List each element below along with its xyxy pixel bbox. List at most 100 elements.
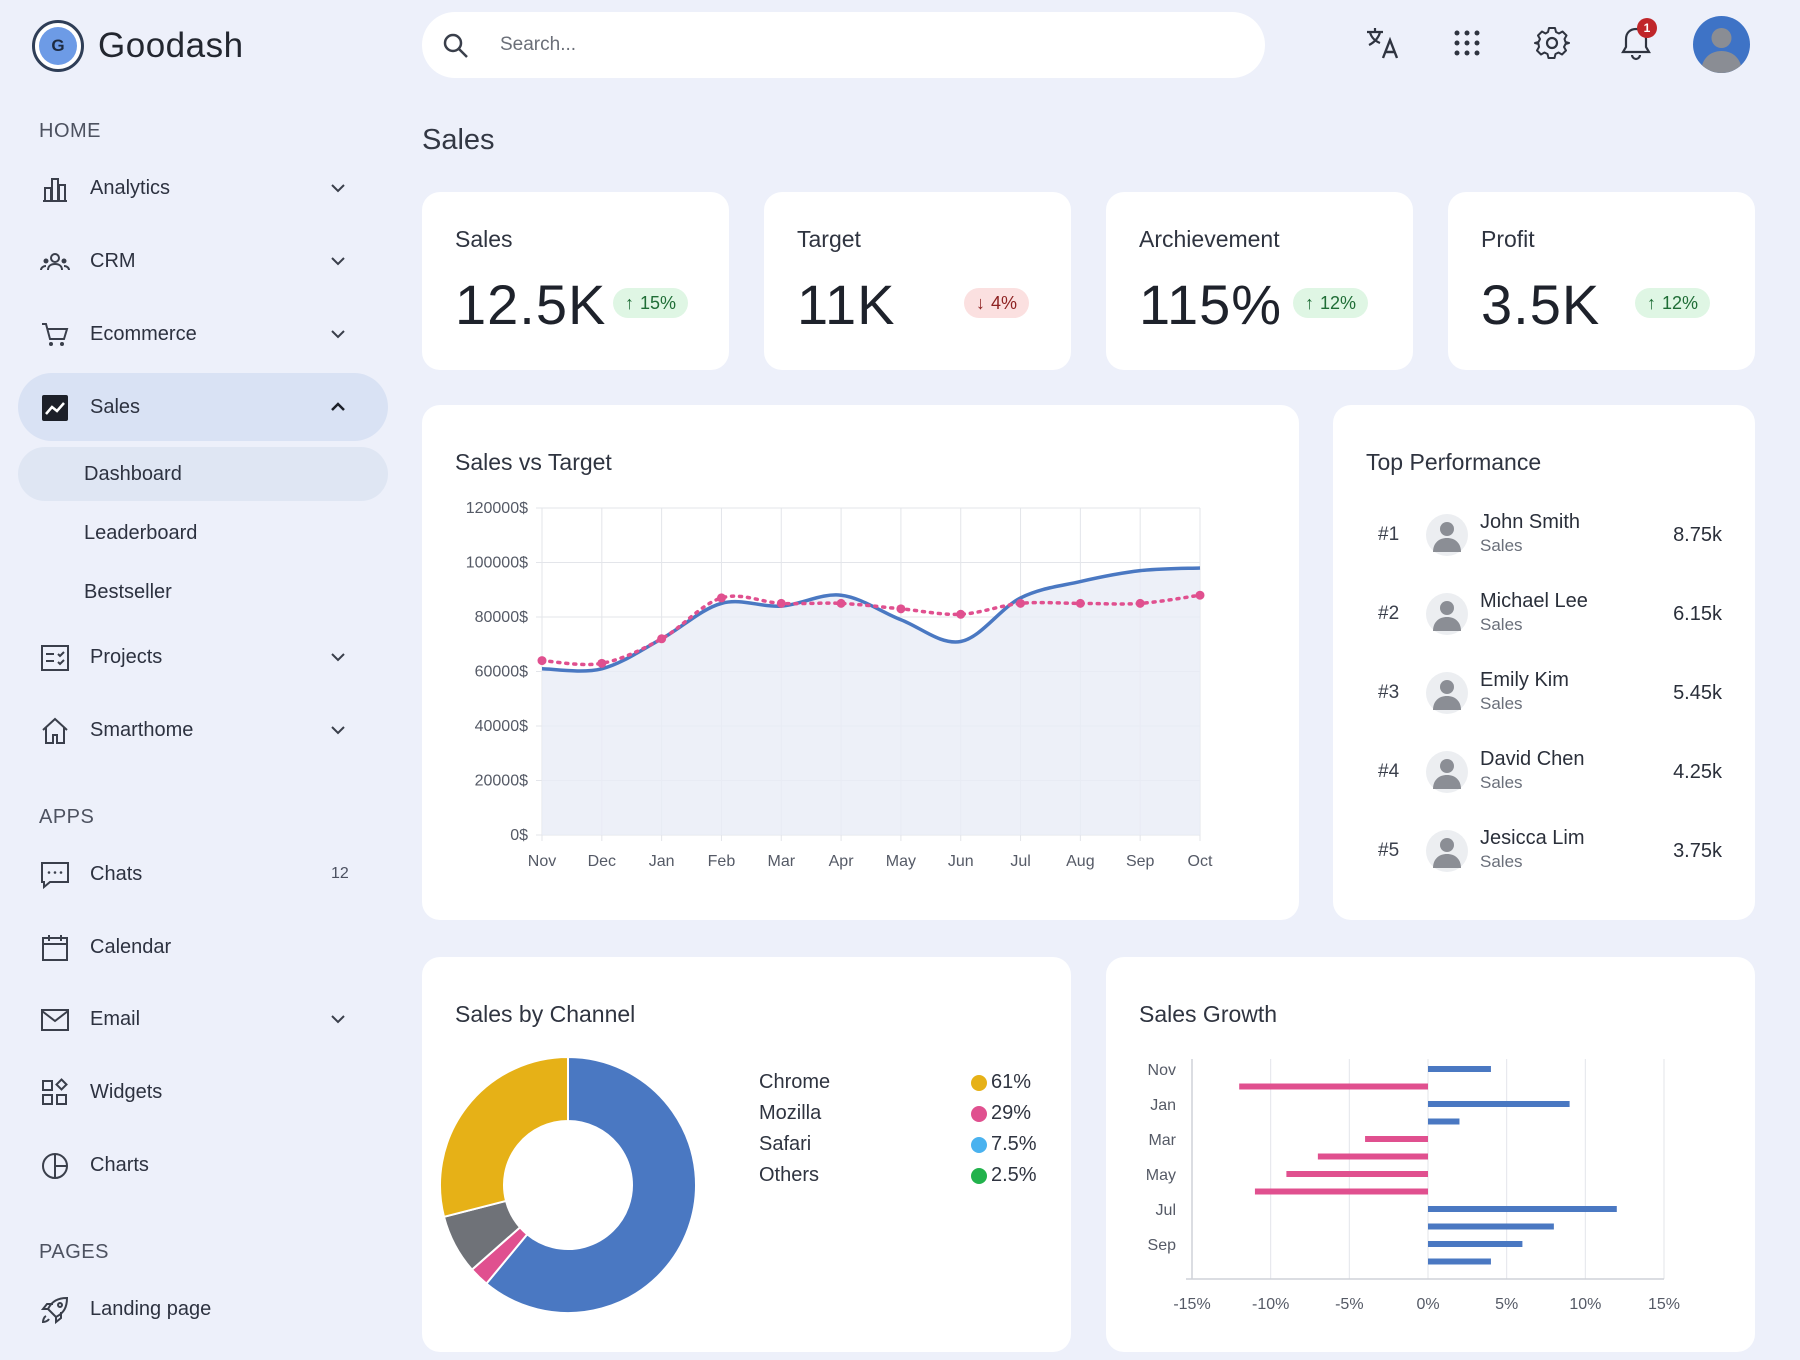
donut-slice [439,1055,569,1219]
rank: #1 [1378,524,1400,545]
notifications-button[interactable]: 1 [1613,18,1659,66]
performance-row[interactable]: #4 David Chen Sales 4.25k [1333,743,1755,803]
legend-dot [971,1168,987,1184]
target-point [716,593,726,603]
target-point [657,634,667,644]
sub-item-bestseller[interactable]: Bestseller [18,565,388,619]
nav-label: Email [90,1007,141,1030]
nav-section-apps: APPS [39,806,95,828]
chevron-down-icon [331,1015,345,1024]
change-badge: ↑ 12% [1293,288,1369,318]
legend-dot [971,1106,987,1122]
target-point [776,598,786,608]
nav-label: Analytics [90,176,171,199]
nav-section-home: HOME [39,120,101,142]
legend-value: 29% [991,1102,1032,1124]
nav-item-chats[interactable]: Chats 12 [18,840,388,908]
sales-by-channel-card: Sales by Channel Chrome 61% Mozilla 29% Safa… [422,957,1071,1352]
stat-value: 12.5K [455,273,607,336]
search-bar[interactable] [422,12,1265,78]
rank: #3 [1378,682,1400,703]
brand-logo: G [32,20,84,72]
person-role: Sales [1480,773,1523,792]
sub-item-label: Bestseller [84,580,172,603]
home-icon [42,717,68,744]
nav-label: Landing page [90,1297,212,1320]
person-avatar-icon [1426,751,1468,793]
target-point [956,609,966,619]
target-point [1195,590,1205,600]
performance-row[interactable]: #5 Jesicca Lim Sales 3.75k [1333,822,1755,882]
sub-item-label: Leaderboard [84,521,198,544]
legend-value: 7.5% [991,1133,1037,1155]
nav-label: Smarthome [90,718,194,741]
apps-grid-button[interactable] [1444,20,1490,66]
nav-label: Projects [90,645,163,668]
person-name: Michael Lee [1480,590,1588,612]
nav-item-landing-page[interactable]: Landing page [18,1275,388,1343]
gear-icon [1534,27,1570,59]
translate-button[interactable] [1360,20,1406,66]
y-tick-label: 80000$ [475,609,528,626]
x-tick-label: 5% [1495,1296,1518,1313]
arrow-up-icon: ↑ [625,292,634,313]
y-tick-label: 40000$ [475,718,528,735]
y-tick-label: May [1146,1167,1176,1184]
search-input[interactable] [500,26,1200,64]
nav-item-analytics[interactable]: Analytics [18,154,388,222]
person-avatar-icon [1426,830,1468,872]
top-performance-card: Top Performance #1 John Smith Sales 8.75k #2… [1333,405,1755,920]
nav-item-crm[interactable]: CRM [18,227,388,295]
rank: #2 [1378,603,1400,624]
sub-item-label: Dashboard [84,462,182,485]
sub-item-leaderboard[interactable]: Leaderboard [18,506,388,560]
checklist-icon [41,645,69,671]
x-tick-label: Dec [588,853,616,870]
notification-badge: 1 [1637,18,1657,38]
growth-bar [1365,1136,1428,1142]
sub-item-dashboard[interactable]: Dashboard [18,447,388,501]
x-tick-label: Feb [708,853,736,870]
person-role: Sales [1480,615,1523,634]
chevron-down-icon [331,653,345,662]
nav-item-calendar[interactable]: Calendar [18,913,388,981]
sales-vs-target-chart: Nov Dec Jan Feb Mar Apr May Jun Jul Aug Sep Oct 0$ 20… [466,500,1213,870]
person-value: 4.25k [1673,761,1722,783]
user-avatar[interactable] [1693,16,1750,73]
performance-row[interactable]: #1 John Smith Sales 8.75k [1333,506,1755,566]
growth-bar [1428,1241,1523,1247]
legend-dot [971,1075,987,1091]
nav-item-projects[interactable]: Projects [18,623,388,691]
nav-item-widgets[interactable]: Widgets [18,1058,388,1126]
target-point [597,658,607,668]
legend-label: Others [759,1164,820,1186]
arrow-down-icon: ↓ [976,292,985,313]
y-tick-label: 0$ [510,827,528,844]
chevron-down-icon [331,726,345,735]
brand[interactable]: G Goodash [32,20,244,72]
change-value: 4% [991,292,1018,313]
sales-by-channel-donut [439,1055,697,1314]
legend-item: Mozilla 29% [759,1102,1039,1130]
growth-bar [1239,1083,1428,1090]
nav-item-charts[interactable]: Charts [18,1131,388,1199]
arrow-up-icon: ↑ [1647,292,1656,313]
growth-bar [1317,1153,1428,1160]
y-tick-label: 60000$ [475,664,528,681]
nav-item-sales[interactable]: Sales [18,373,388,441]
rank: #5 [1378,840,1400,861]
settings-button[interactable] [1529,20,1575,66]
y-tick-label: Jul [1156,1202,1176,1219]
card-title: Top Performance [1366,449,1542,475]
x-tick-label: Jul [1010,853,1030,870]
change-badge: ↑ 15% [613,288,689,318]
stat-value: 3.5K [1481,273,1601,336]
performance-row[interactable]: #3 Emily Kim Sales 5.45k [1333,664,1755,724]
legend-item: Safari 7.5% [759,1133,1039,1161]
nav-item-email[interactable]: Email [18,985,388,1053]
legend-label: Mozilla [759,1102,822,1124]
nav-item-smarthome[interactable]: Smarthome [18,696,388,764]
people-icon [40,253,70,271]
performance-row[interactable]: #2 Michael Lee Sales 6.15k [1333,585,1755,645]
nav-item-ecommerce[interactable]: Ecommerce [18,300,388,368]
